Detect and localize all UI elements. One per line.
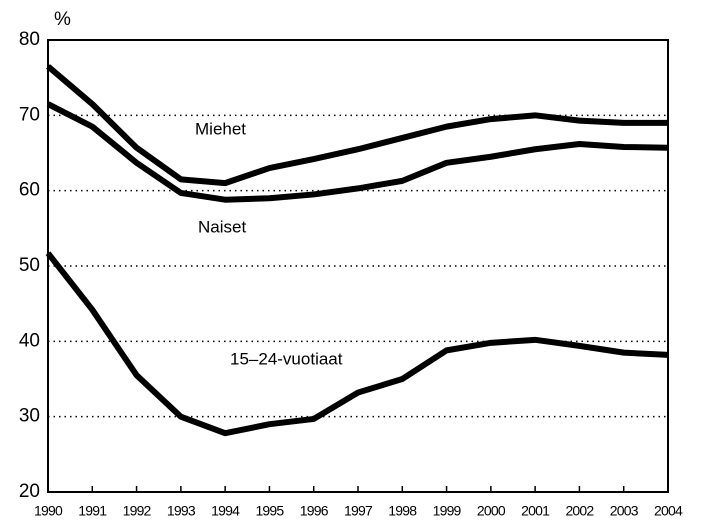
- series-line: [46, 64, 668, 187]
- y-tick-label: 60: [19, 180, 40, 201]
- x-tick-label: 2003: [610, 503, 639, 519]
- x-tick-label: 1995: [255, 503, 284, 519]
- series-line: [45, 251, 669, 437]
- x-tick-label: 1998: [388, 503, 417, 519]
- y-tick-label: 50: [19, 255, 40, 276]
- x-tick-label: 2000: [477, 503, 506, 519]
- series-label: 15–24-vuotiaat: [230, 349, 343, 368]
- x-tick-label: 2002: [565, 503, 594, 519]
- series-line: [46, 101, 669, 203]
- y-axis-label: %: [54, 9, 71, 30]
- y-tick-label: 40: [19, 330, 40, 351]
- plot-frame: [47, 39, 669, 493]
- y-tick-label: 80: [19, 29, 40, 50]
- x-tick-label: 2001: [521, 503, 550, 519]
- x-tick-label: 1992: [123, 503, 152, 519]
- series-label: Miehet: [195, 119, 246, 138]
- y-tick-label: 70: [19, 104, 40, 125]
- x-tick-label: 2004: [654, 503, 683, 519]
- y-tick-label: 30: [19, 406, 40, 427]
- x-tick-label: 1996: [300, 503, 329, 519]
- x-tick-label: 1999: [433, 503, 462, 519]
- x-tick-label: 1990: [34, 503, 63, 519]
- x-tick-label: 1993: [167, 503, 196, 519]
- y-tick-label: 20: [19, 481, 40, 502]
- series-label: Naiset: [198, 217, 246, 236]
- x-tick-label: 1991: [78, 503, 107, 519]
- x-tick-label: 1994: [211, 503, 240, 519]
- x-tick-label: 1997: [344, 503, 373, 519]
